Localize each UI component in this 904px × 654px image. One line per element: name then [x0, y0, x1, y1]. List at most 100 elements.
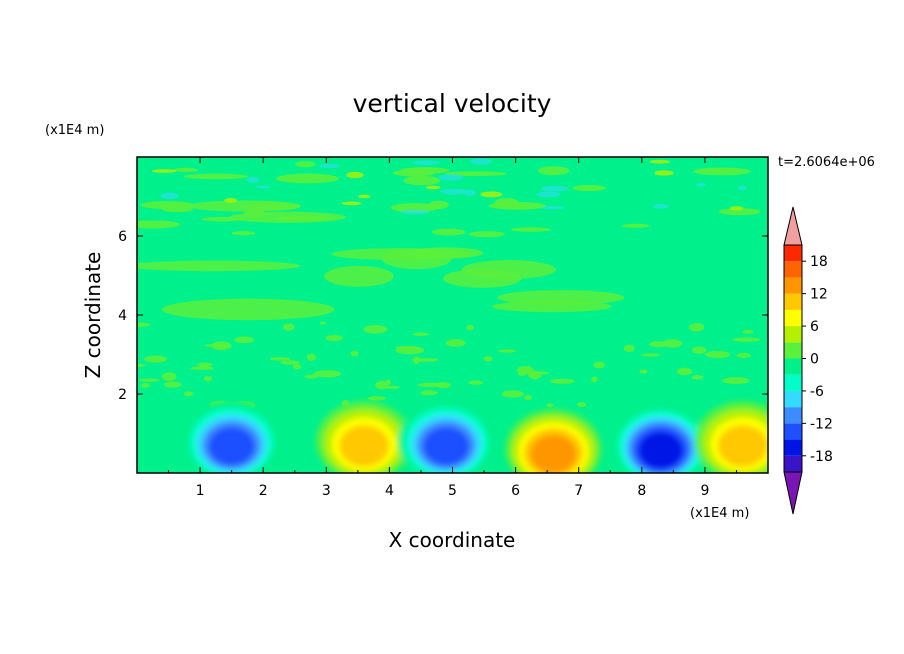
texture-blob: [541, 205, 565, 210]
x-tick-label: 4: [385, 483, 394, 499]
texture-blob: [183, 391, 194, 397]
texture-blob: [280, 360, 300, 365]
x-tick-label: 6: [511, 483, 520, 499]
texture-blob: [395, 345, 420, 350]
y-tick-label: 4: [118, 308, 127, 324]
texture-blob: [255, 185, 271, 189]
texture-blob: [691, 375, 704, 380]
texture-blob: [691, 346, 707, 354]
colorbar-swatch: [784, 293, 802, 310]
texture-blob: [536, 191, 561, 198]
colorbar-tick-label: 18: [810, 254, 828, 270]
colorbar-swatch: [784, 309, 802, 327]
texture-blob: [304, 374, 319, 379]
texture-blob: [523, 371, 550, 375]
x-tick-label: 9: [700, 483, 709, 499]
texture-blob: [483, 356, 493, 362]
texture-blob: [705, 350, 731, 359]
texture-blob: [736, 352, 751, 358]
colorbar-swatch: [784, 277, 802, 294]
downdraft-cell: [183, 401, 280, 473]
texture-blob: [621, 223, 650, 228]
time-label: t=2.6064e+06: [778, 155, 875, 170]
texture-blob: [464, 189, 476, 197]
texture-blob: [440, 188, 468, 195]
texture-blob: [494, 197, 519, 208]
texture-blob: [498, 349, 516, 353]
texture-blob: [162, 372, 177, 382]
x-tick-label: 1: [196, 483, 205, 499]
texture-blob: [445, 339, 466, 347]
texture-blob: [346, 171, 364, 179]
colorbar-tick-label: -18: [810, 449, 833, 465]
y-axis-label: Z coordinate: [81, 252, 105, 379]
texture-blob: [510, 227, 551, 232]
texture-blob: [375, 380, 389, 390]
texture-blob: [313, 370, 342, 378]
texture-blob: [160, 192, 179, 200]
colorbar-swatch: [784, 407, 802, 424]
colorbar-swatch: [784, 358, 802, 375]
texture-blob: [540, 185, 569, 192]
texture-blob: [367, 396, 387, 401]
texture-blob: [654, 170, 674, 176]
colorbar-extend-low: [783, 471, 803, 515]
texture-blob: [246, 176, 260, 183]
contour-level: [638, 432, 683, 469]
texture-blob: [468, 231, 506, 238]
y-tick-label: 2: [118, 387, 127, 403]
texture-blob: [183, 173, 249, 180]
texture-blob: [224, 197, 238, 203]
texture-blob: [292, 363, 302, 370]
colorbar-swatch: [784, 245, 802, 262]
x-axis: 1 2 3 4 5 6 7 8 9: [168, 157, 737, 499]
colorbar-swatch: [784, 455, 802, 472]
texture-blob: [400, 167, 450, 174]
texture-blob: [137, 363, 146, 367]
texture-blob: [201, 216, 245, 222]
texture-blob: [425, 185, 441, 190]
texture-blob: [269, 357, 291, 361]
texture-blob: [211, 341, 232, 351]
texture-blob: [444, 171, 507, 177]
texture-blob: [718, 208, 761, 216]
texture-blob: [649, 159, 671, 164]
texture-blob: [137, 322, 150, 327]
texture-blob: [466, 325, 475, 331]
texture-blob: [689, 322, 705, 332]
texture-blob: [413, 356, 420, 365]
texture-blob: [161, 206, 194, 213]
convective-cells: [183, 401, 768, 473]
colorbar-extend-high: [783, 206, 803, 246]
x-tick-label: 8: [637, 483, 646, 499]
texture-blob: [341, 201, 362, 206]
texture-blob: [137, 260, 301, 272]
downdraft-cell: [398, 401, 495, 473]
texture-blob: [641, 353, 661, 357]
texture-blob: [363, 325, 388, 334]
colorbar-tick-label: 6: [810, 319, 819, 335]
texture-blob: [275, 215, 333, 221]
colorbar-tick-label: -6: [810, 384, 824, 400]
colorbar-tick-label: 0: [810, 352, 819, 368]
texture-blob: [325, 335, 343, 342]
colorbar-swatch: [784, 326, 802, 343]
texture-blob: [469, 158, 492, 165]
updraft-cell: [505, 409, 602, 473]
texture-blob: [137, 220, 181, 229]
texture-blob: [639, 369, 648, 374]
contour-level: [530, 434, 577, 473]
texture-blob: [163, 381, 182, 388]
texture-blob: [480, 191, 503, 198]
colorbar-tick-label: 12: [810, 287, 828, 303]
x-tick-label: 3: [322, 483, 331, 499]
updraft-cell: [694, 401, 768, 473]
texture-blob: [196, 362, 213, 367]
texture-blob: [438, 174, 464, 181]
texture-blob: [442, 269, 522, 288]
texture-blob: [282, 323, 295, 331]
texture-blob: [331, 248, 472, 261]
texture-blob: [151, 169, 177, 173]
texture-blob: [693, 167, 751, 176]
texture-blob: [676, 367, 692, 376]
